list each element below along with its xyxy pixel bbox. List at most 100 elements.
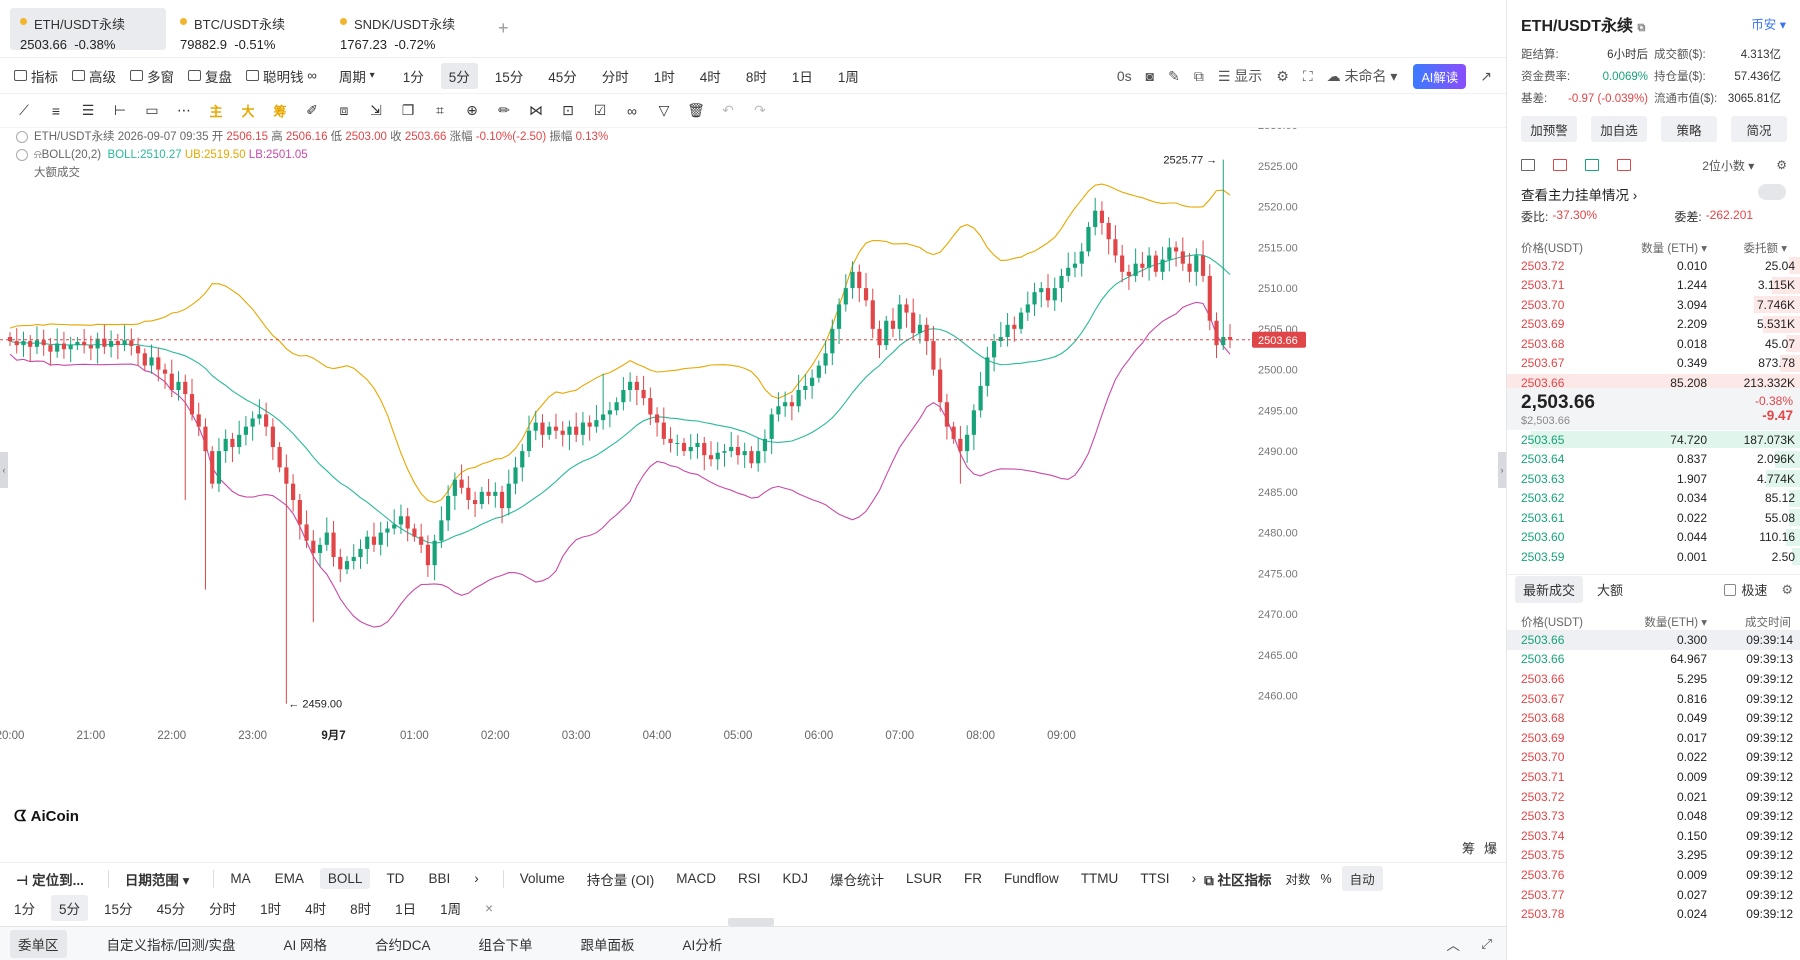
sub-indicator-7[interactable]: FR bbox=[964, 871, 983, 886]
close-icon[interactable]: × bbox=[485, 900, 494, 916]
chevron-up-icon[interactable]: ︿ bbox=[1446, 937, 1461, 953]
date-range-button[interactable]: 日期范围 ▾ bbox=[124, 872, 190, 888]
advanced-button[interactable]: 高级 bbox=[72, 66, 116, 86]
orderbook-row[interactable]: 2503.71 1.244 3.115K bbox=[1507, 276, 1800, 296]
quick-period-4[interactable]: 分时 bbox=[209, 902, 237, 917]
action-button-3[interactable]: 简况 bbox=[1731, 116, 1787, 142]
period-select[interactable]: 周期 ▾ bbox=[339, 66, 375, 86]
sub-indicator-5[interactable]: 爆仓统计 bbox=[830, 872, 885, 888]
trade-col-qty[interactable]: 数量(ETH) ▾ bbox=[1644, 617, 1707, 629]
sub-indicator-1[interactable]: 持仓量 (OI) bbox=[586, 872, 655, 888]
main-indicator-3[interactable]: TD bbox=[386, 871, 405, 886]
trendline-icon[interactable]: ⟋ bbox=[19, 102, 29, 118]
ob-col-qty[interactable]: 数量 (ETH) ▾ bbox=[1641, 243, 1707, 255]
right-collapse-handle[interactable]: › bbox=[1498, 452, 1506, 488]
panel-tab-4[interactable]: 组合下单 bbox=[478, 937, 533, 953]
sub-indicator-4[interactable]: KDJ bbox=[782, 871, 809, 886]
camera-icon[interactable]: ◙ bbox=[1145, 68, 1155, 84]
panel-tab-5[interactable]: 跟单面板 bbox=[580, 937, 635, 953]
decimals-select[interactable]: 2位小数 ▾ bbox=[1702, 158, 1755, 173]
export-icon[interactable]: ↗ bbox=[1480, 67, 1492, 84]
quick-period-2[interactable]: 15分 bbox=[104, 902, 133, 917]
dots-line-icon[interactable]: ⋯ bbox=[177, 102, 191, 118]
period-9[interactable]: 1周 bbox=[837, 69, 859, 85]
sub-indicator-6[interactable]: LSUR bbox=[906, 871, 943, 886]
collapse-icon[interactable] bbox=[16, 131, 28, 143]
measure-icon[interactable]: ⇲ bbox=[370, 102, 382, 118]
orderbook-row[interactable]: 2503.67 0.349 873.78 bbox=[1507, 354, 1800, 374]
panel-resize-handle[interactable] bbox=[728, 918, 774, 926]
quick-period-5[interactable]: 1时 bbox=[260, 902, 282, 917]
orderbook-row[interactable]: 2503.59 0.001 2.50 bbox=[1507, 547, 1800, 567]
orderbook-row[interactable]: 2503.66 85.208 213.332K bbox=[1507, 373, 1800, 393]
share-icon[interactable]: ⧉ bbox=[1193, 67, 1204, 84]
orderbook-row[interactable]: 2503.72 0.010 25.04 bbox=[1507, 256, 1800, 276]
exchange-link[interactable]: 币安 ▾ bbox=[1751, 18, 1786, 32]
orderbook-row[interactable]: 2503.62 0.034 85.12 bbox=[1507, 489, 1800, 509]
channel-icon[interactable]: ☰ bbox=[81, 102, 95, 118]
tab-latest-trades[interactable]: 最新成交 bbox=[1515, 576, 1584, 603]
period-4[interactable]: 分时 bbox=[601, 69, 629, 85]
orderbook-row[interactable]: 2503.63 1.907 4.774K bbox=[1507, 469, 1800, 489]
left-collapse-handle[interactable]: ‹ bbox=[0, 452, 8, 488]
log-scale-toggle[interactable]: 对数 bbox=[1285, 873, 1311, 887]
quick-period-1[interactable]: 5分 bbox=[51, 895, 89, 921]
percent-scale-toggle[interactable]: % bbox=[1320, 871, 1332, 886]
main-indicator-1[interactable]: EMA bbox=[274, 871, 304, 886]
action-button-1[interactable]: 加自选 bbox=[1591, 116, 1647, 142]
panel-tab-0[interactable]: 委单区 bbox=[10, 929, 67, 958]
action-button-0[interactable]: 加预警 bbox=[1521, 116, 1577, 142]
link-icon[interactable]: ∞ bbox=[627, 102, 637, 119]
period-7[interactable]: 8时 bbox=[745, 69, 767, 85]
quick-period-7[interactable]: 8时 bbox=[350, 902, 372, 917]
copy-icon[interactable]: ❐ bbox=[401, 102, 415, 118]
add-tab-button[interactable]: + bbox=[498, 18, 509, 38]
expand-icon[interactable]: ⤢ bbox=[1481, 935, 1492, 951]
period-2[interactable]: 15分 bbox=[494, 69, 524, 85]
zoom-icon[interactable]: ⊕ bbox=[466, 102, 478, 118]
settings-icon[interactable]: ⚙ bbox=[1776, 158, 1787, 172]
main-orders-toggle[interactable] bbox=[1758, 184, 1786, 200]
panel-tab-3[interactable]: 合约DCA bbox=[375, 937, 431, 953]
bids-only-icon[interactable] bbox=[1585, 159, 1599, 171]
orderbook-row[interactable]: 2503.61 0.022 55.08 bbox=[1507, 508, 1800, 528]
orderbook-row[interactable]: 2503.60 0.044 110.16 bbox=[1507, 528, 1800, 548]
asks-only-icon[interactable] bbox=[1617, 159, 1631, 171]
quick-period-8[interactable]: 1日 bbox=[395, 902, 417, 917]
trash-icon[interactable]: 🗑 bbox=[687, 102, 705, 118]
redo-icon[interactable]: ↷ bbox=[754, 102, 766, 118]
ruler-icon[interactable]: ✐ bbox=[306, 102, 318, 118]
orderbook-row[interactable]: 2503.69 2.209 5.531K bbox=[1507, 315, 1800, 335]
check-icon[interactable]: ☑ bbox=[593, 102, 607, 118]
locate-button[interactable]: ⊣ 定位到... bbox=[16, 872, 84, 888]
both-sides-icon[interactable] bbox=[1553, 159, 1567, 171]
tab-sndk[interactable]: SNDK/USDT永续 1767.23 -0.72% bbox=[330, 8, 486, 52]
popout-icon[interactable] bbox=[1521, 159, 1535, 171]
period-8[interactable]: 1日 bbox=[791, 69, 813, 85]
pattern-icon[interactable]: ⋈ bbox=[529, 102, 543, 118]
smart-money-button[interactable]: 聪明钱 ∞ bbox=[246, 66, 317, 86]
fast-mode-checkbox[interactable]: 极速 bbox=[1724, 580, 1767, 599]
period-1[interactable]: 5分 bbox=[440, 62, 478, 89]
quick-period-6[interactable]: 4时 bbox=[305, 902, 327, 917]
quick-period-3[interactable]: 45分 bbox=[156, 902, 186, 917]
period-0[interactable]: 1分 bbox=[402, 69, 424, 85]
main-indicator-0[interactable]: MA bbox=[230, 871, 251, 886]
layout-select[interactable]: ☁ 未命名 ▾ bbox=[1326, 68, 1398, 84]
orderbook-row[interactable]: 2503.65 74.720 187.073K bbox=[1507, 430, 1800, 450]
sub-indicator-3[interactable]: RSI bbox=[737, 871, 761, 886]
watch-main-orders[interactable]: 查看主力挂单情况 › bbox=[1521, 188, 1638, 203]
ai-interpret-button[interactable]: AI解读 bbox=[1413, 63, 1467, 89]
collapse-icon[interactable] bbox=[16, 149, 28, 161]
chevron-right-icon[interactable]: › bbox=[474, 871, 479, 886]
brush-icon[interactable]: ✏ bbox=[498, 102, 510, 118]
copy-icon[interactable]: ⧉ bbox=[1637, 22, 1646, 34]
chart-svg[interactable]: 2530.002525.002520.002515.002510.002505.… bbox=[0, 128, 1506, 844]
sub-indicator-8[interactable]: Fundflow bbox=[1004, 871, 1059, 886]
main-indicator-4[interactable]: BBI bbox=[428, 871, 451, 886]
tab-btc[interactable]: BTC/USDT永续 79882.9 -0.51% bbox=[170, 8, 326, 52]
indicator-button[interactable]: 指标 bbox=[14, 66, 58, 86]
undo-icon[interactable]: ↶ bbox=[722, 102, 734, 118]
pen-icon[interactable]: ✎ bbox=[1168, 67, 1180, 84]
display-button[interactable]: ☰ 显示 bbox=[1217, 68, 1263, 84]
